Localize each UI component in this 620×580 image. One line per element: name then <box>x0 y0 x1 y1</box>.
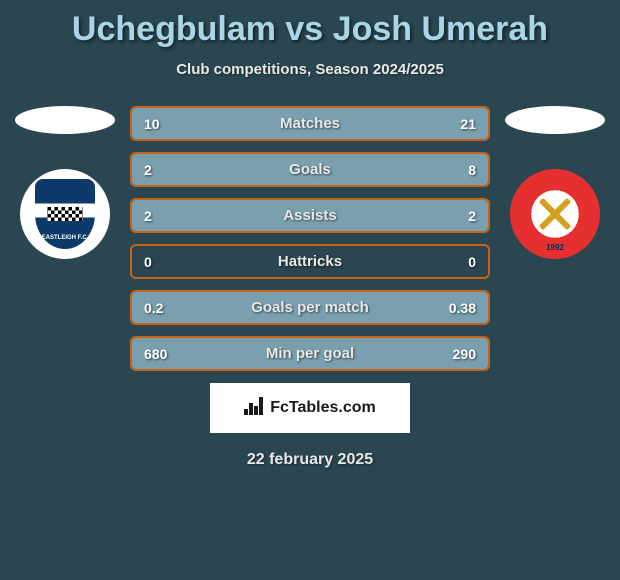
stat-label: Min per goal <box>132 345 488 362</box>
date-text: 22 february 2025 <box>0 451 620 469</box>
right-crest-year: 1992 <box>513 243 597 252</box>
stat-row: 2Assists2 <box>130 198 490 233</box>
right-team-crest: 1992 <box>510 169 600 259</box>
chart-icon <box>244 397 264 420</box>
left-team-column: EASTLEIGH F.C. <box>15 106 115 259</box>
subtitle: Club competitions, Season 2024/2025 <box>0 61 620 78</box>
stat-row: 0.2Goals per match0.38 <box>130 290 490 325</box>
stat-value-right: 0 <box>468 254 476 270</box>
stat-value-right: 21 <box>460 116 476 132</box>
brand-text: FcTables.com <box>270 399 376 417</box>
stat-value-right: 290 <box>453 346 476 362</box>
left-crest-label: EASTLEIGH F.C. <box>35 235 95 241</box>
right-flag <box>505 106 605 134</box>
stat-value-right: 2 <box>468 208 476 224</box>
stat-row: 680Min per goal290 <box>130 336 490 371</box>
left-team-crest: EASTLEIGH F.C. <box>20 169 110 259</box>
comparison-content: EASTLEIGH F.C. 10Matches212Goals82Assist… <box>0 106 620 371</box>
stats-bars: 10Matches212Goals82Assists20Hattricks00.… <box>130 106 490 371</box>
page-title: Uchegbulam vs Josh Umerah <box>0 0 620 49</box>
brand-box: FcTables.com <box>210 383 410 433</box>
stat-value-right: 0.38 <box>449 300 476 316</box>
stat-row: 0Hattricks0 <box>130 244 490 279</box>
stat-label: Assists <box>132 207 488 224</box>
left-flag <box>15 106 115 134</box>
stat-row: 10Matches21 <box>130 106 490 141</box>
stat-label: Goals per match <box>132 299 488 316</box>
right-team-column: 1992 <box>505 106 605 259</box>
stat-label: Hattricks <box>132 253 488 270</box>
stat-label: Matches <box>132 115 488 132</box>
stat-label: Goals <box>132 161 488 178</box>
stat-row: 2Goals8 <box>130 152 490 187</box>
stat-value-right: 8 <box>468 162 476 178</box>
